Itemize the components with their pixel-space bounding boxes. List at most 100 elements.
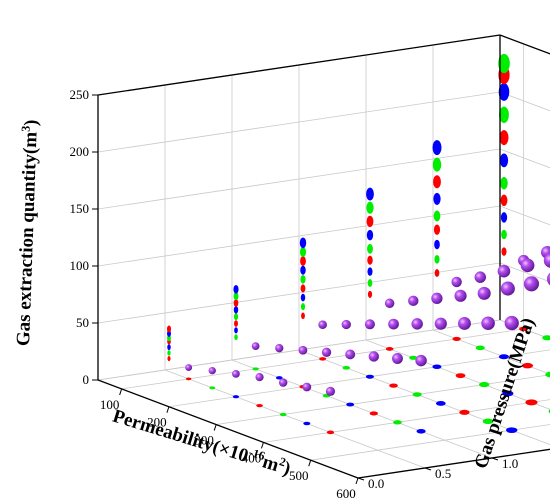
wall-projection-marker bbox=[300, 265, 306, 275]
wall-projection-marker bbox=[233, 292, 239, 301]
floor-projection-marker bbox=[452, 336, 461, 341]
wall-projection-marker bbox=[167, 356, 171, 362]
data-point bbox=[481, 316, 495, 331]
back-wall-grid-line bbox=[499, 148, 550, 169]
wall-projection-marker bbox=[167, 344, 171, 351]
floor-projection-marker bbox=[459, 409, 470, 415]
back-wall-grid-line bbox=[499, 205, 550, 226]
wall-projection-marker bbox=[300, 293, 306, 302]
wall-projection-marker bbox=[366, 229, 374, 241]
floor-projection-marker bbox=[232, 395, 240, 399]
wall-projection-marker bbox=[433, 224, 441, 235]
frame-edge bbox=[97, 34, 501, 96]
wall-projection-marker bbox=[499, 153, 509, 168]
data-point bbox=[364, 319, 375, 330]
data-point bbox=[232, 370, 240, 378]
data-point bbox=[302, 382, 312, 392]
y-tick-mark bbox=[357, 477, 365, 481]
floor-projection-marker bbox=[432, 364, 442, 369]
floor-grid-line bbox=[432, 329, 550, 375]
x-tick-mark bbox=[213, 424, 217, 431]
data-point bbox=[434, 317, 447, 330]
data-point bbox=[298, 345, 308, 355]
wall-projection-marker bbox=[233, 306, 239, 314]
floor-projection-marker bbox=[542, 335, 550, 341]
data-point bbox=[411, 318, 423, 330]
wall-projection-marker bbox=[167, 350, 171, 356]
wall-projection-marker bbox=[433, 210, 441, 222]
wall-projection-marker bbox=[434, 239, 440, 250]
left-wall-grid-line bbox=[97, 148, 501, 210]
data-point bbox=[520, 258, 535, 273]
floor-projection-marker bbox=[279, 412, 287, 417]
floor-projection-marker bbox=[346, 402, 355, 407]
floor-projection-marker bbox=[475, 345, 485, 351]
wall-projection-marker bbox=[300, 303, 306, 311]
floor-projection-marker bbox=[252, 367, 259, 371]
wall-projection-marker bbox=[499, 106, 509, 123]
left-wall-grid-line bbox=[97, 91, 501, 153]
data-point bbox=[543, 253, 550, 268]
data-point bbox=[255, 373, 264, 382]
x-tick-label: 500 bbox=[289, 468, 309, 483]
wall-projection-marker bbox=[500, 212, 508, 223]
wall-projection-marker bbox=[434, 269, 440, 277]
wall-projection-marker bbox=[501, 247, 507, 256]
floor-projection-marker bbox=[522, 362, 534, 369]
floor-projection-marker bbox=[545, 371, 550, 378]
data-point bbox=[523, 276, 540, 292]
x-tick-mark bbox=[308, 460, 312, 467]
data-point bbox=[208, 367, 216, 375]
floor-projection-marker bbox=[498, 354, 509, 360]
y-axis-title: Gas pressure(MPa) bbox=[471, 315, 540, 471]
wall-projection-marker bbox=[300, 256, 306, 266]
data-point bbox=[318, 320, 327, 330]
floor-grid-line bbox=[365, 339, 550, 410]
y-tick-label: 0.5 bbox=[435, 466, 451, 481]
wall-projection-marker bbox=[301, 312, 305, 320]
data-point bbox=[458, 317, 471, 330]
data-point bbox=[451, 276, 462, 288]
wall-projection-marker bbox=[300, 284, 306, 293]
z-tick-label: 0 bbox=[83, 372, 90, 387]
floor-projection-marker bbox=[369, 411, 378, 416]
tick-layer: 1002003004005006000.00.51.01.52.02.53.00… bbox=[70, 87, 519, 501]
frame-edge bbox=[499, 34, 550, 55]
floor-projection-marker bbox=[435, 401, 446, 406]
y-tick-label: 1.0 bbox=[502, 456, 518, 471]
data-point bbox=[345, 349, 356, 360]
x-tick-label: 400 bbox=[242, 450, 262, 465]
floor-grid-line bbox=[164, 369, 426, 469]
data-point bbox=[368, 351, 380, 362]
floor-projection-marker bbox=[393, 420, 402, 425]
wall-projection-marker bbox=[499, 130, 509, 146]
floor-projection-marker bbox=[455, 373, 466, 379]
floor-projection-marker bbox=[326, 430, 335, 435]
left-wall-grid-line bbox=[97, 205, 501, 267]
wall-projection-marker bbox=[501, 229, 507, 240]
wall-projection-marker bbox=[366, 187, 374, 201]
x-tick-label: 300 bbox=[194, 433, 214, 448]
floor-projection-marker bbox=[519, 326, 529, 332]
floor-projection-marker bbox=[275, 376, 283, 380]
z-tick-label: 150 bbox=[70, 201, 90, 216]
wall-projection-marker bbox=[299, 237, 307, 249]
data-point bbox=[391, 353, 403, 364]
x-tick-label: 100 bbox=[100, 397, 120, 412]
data-point bbox=[384, 298, 395, 309]
wall-projection-marker bbox=[500, 176, 508, 190]
projection-layer bbox=[166, 53, 550, 435]
wall-projection-marker bbox=[367, 290, 373, 298]
wall-projection-marker bbox=[234, 327, 238, 334]
wall-projection-marker bbox=[498, 53, 510, 74]
z-tick-label: 200 bbox=[70, 144, 90, 159]
wall-projection-marker bbox=[498, 83, 510, 101]
wall-projection-marker bbox=[300, 275, 306, 284]
data-point bbox=[185, 364, 193, 371]
wall-projection-marker bbox=[433, 192, 441, 205]
z-tick-label: 100 bbox=[70, 258, 90, 273]
data-point bbox=[341, 319, 351, 330]
wall-projection-marker bbox=[234, 320, 238, 327]
